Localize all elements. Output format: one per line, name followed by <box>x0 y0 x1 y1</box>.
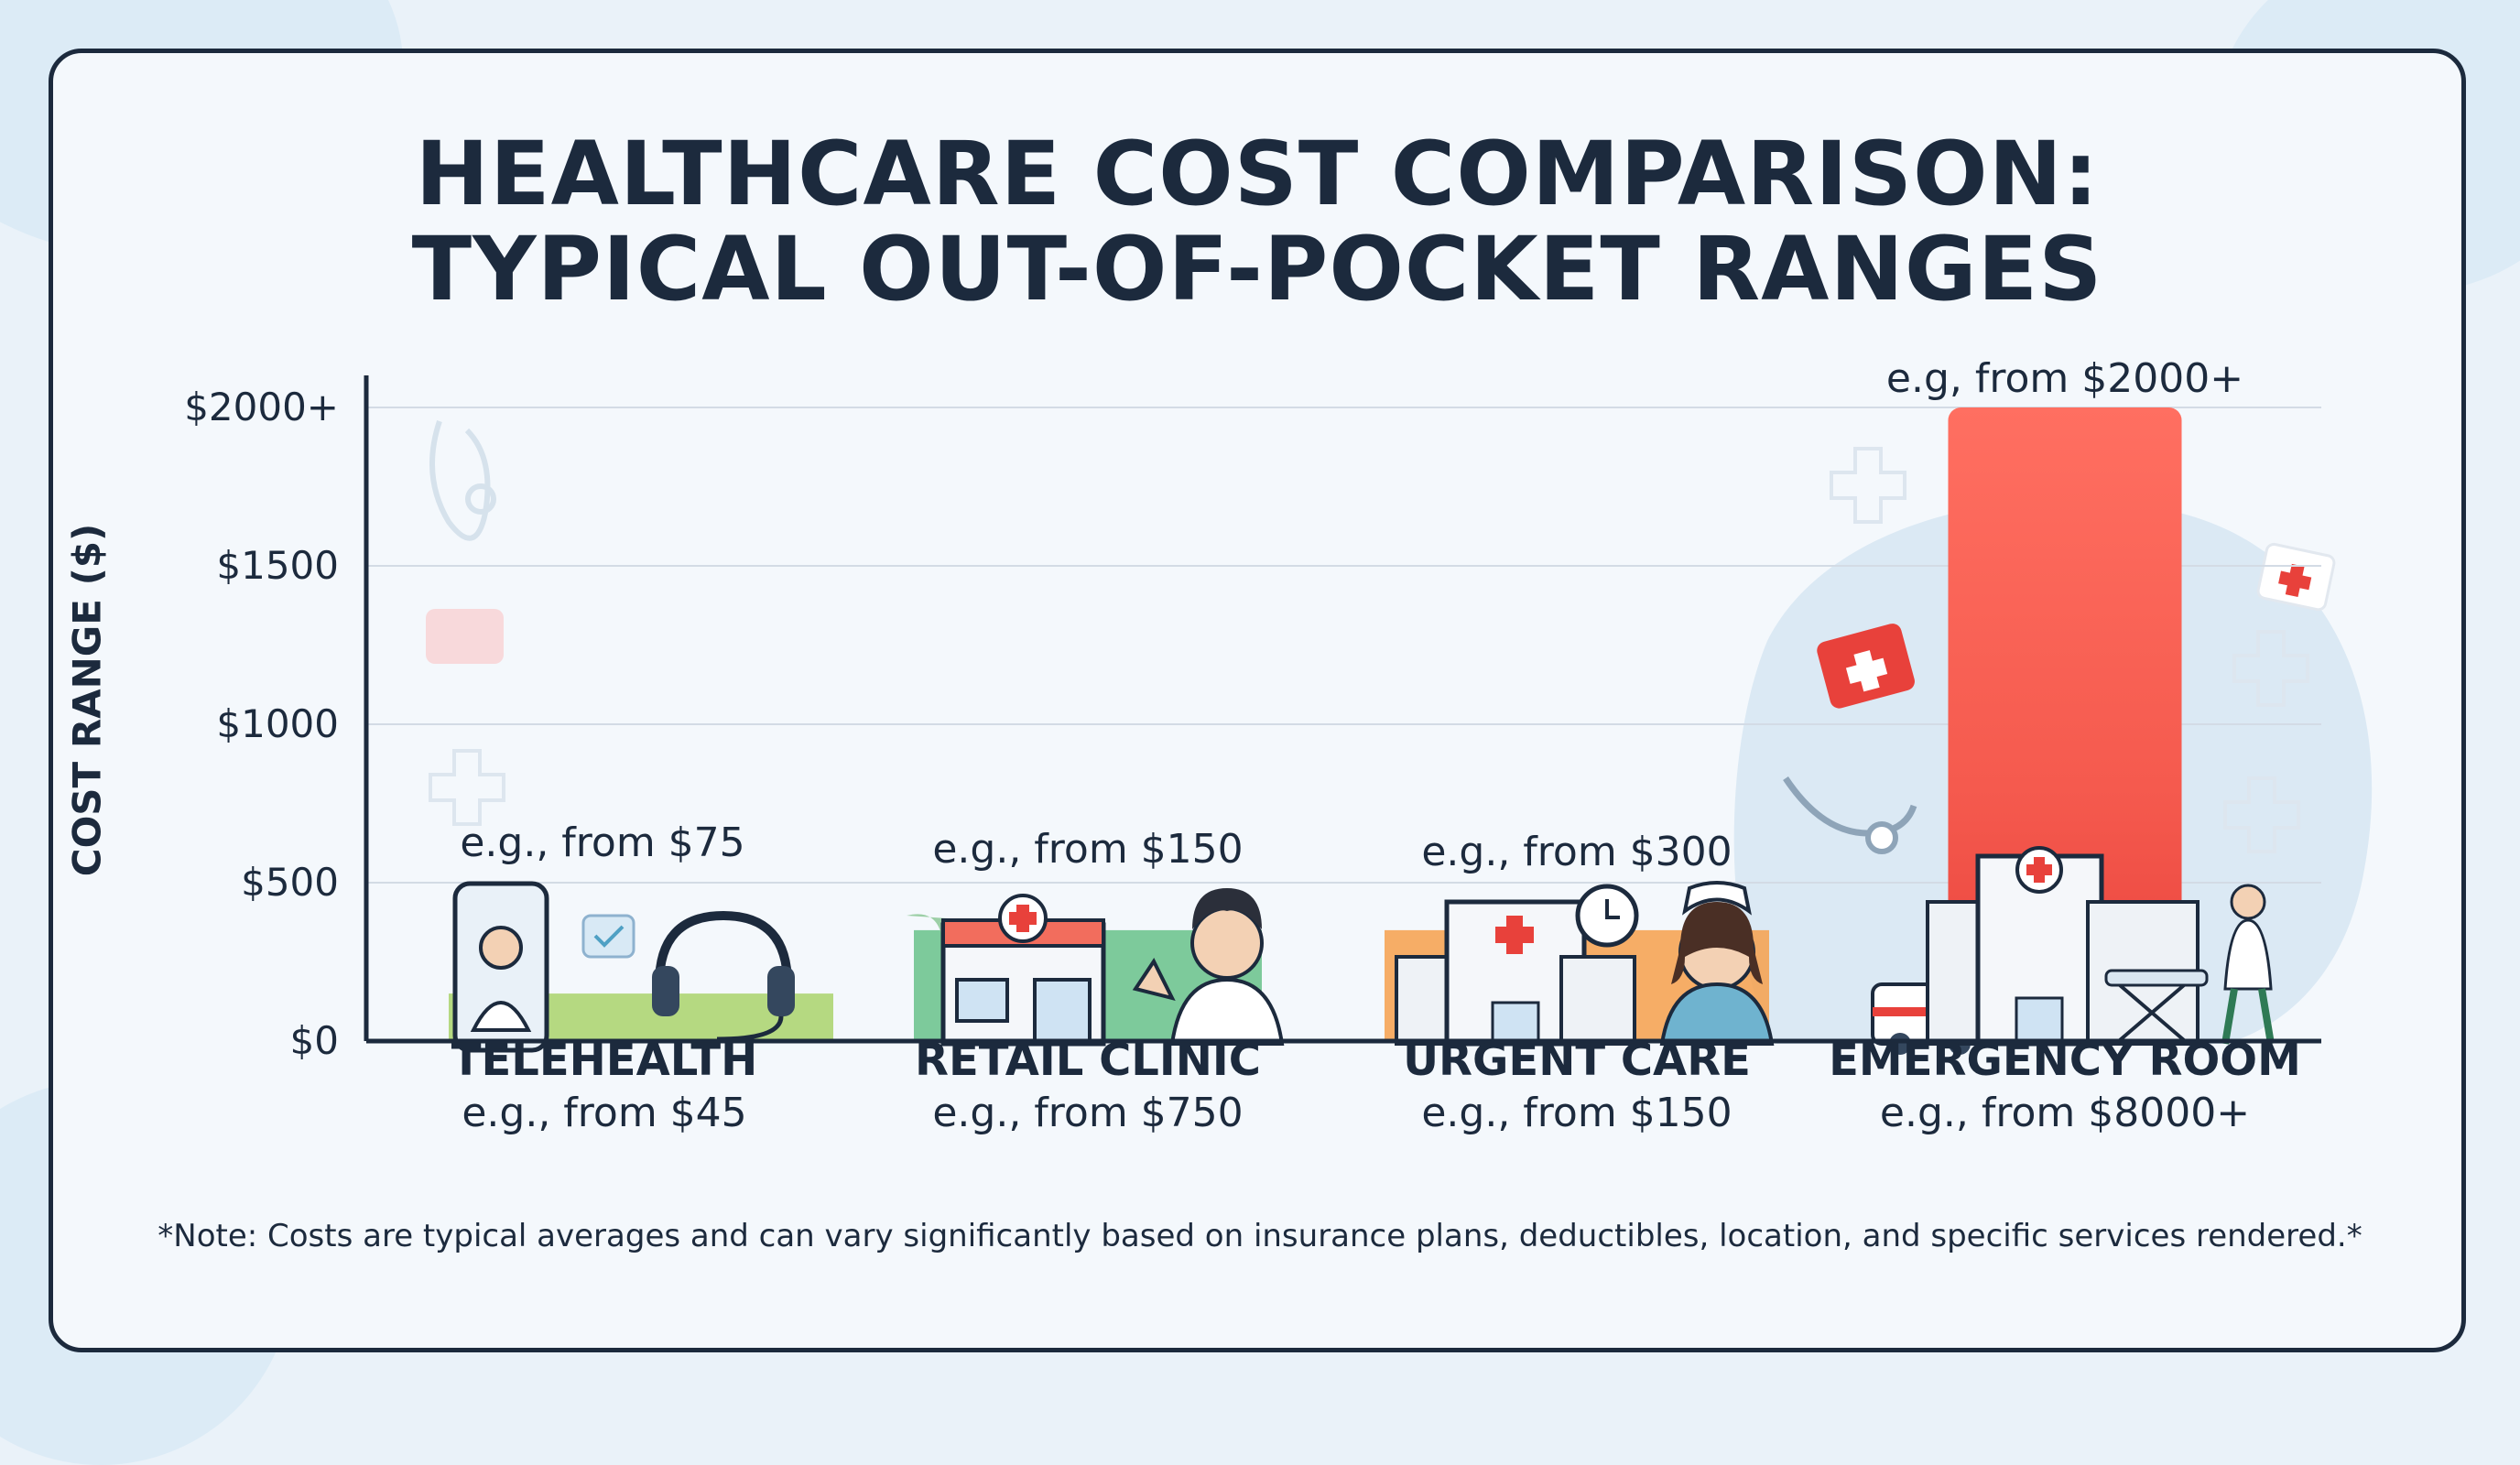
category-sublabel-emergency-room: e.g., from $8000+ <box>1879 1090 2251 1136</box>
building-icon <box>1559 955 1636 1046</box>
first-aid-kit-icon <box>426 609 504 664</box>
plus-icon <box>429 749 505 826</box>
y-tick-label: $0 <box>290 1018 339 1063</box>
bar-top-label: e.g, from $2000+ <box>1886 355 2243 402</box>
doctor-face-icon <box>1190 906 1264 980</box>
stethoscope-icon <box>429 420 491 541</box>
stretcher-icon <box>2104 969 2209 987</box>
chart-title-line-1: HEALTHCARE COST COMPARISON: <box>415 123 2100 225</box>
bar-top-labels: e.g., from $75 e.g., from $150 e.g., from … <box>460 355 2243 875</box>
plus-icon <box>2223 776 2300 853</box>
bar-top-label: e.g., from $300 <box>1421 829 1732 875</box>
check-icon <box>593 925 625 948</box>
door-icon <box>2015 996 2064 1046</box>
bar-chart: $0$500$1000$1500$2000+ e.g., from $75 e.g… <box>184 355 2373 1063</box>
plus-icon <box>1845 650 1888 692</box>
bar-top-label: e.g., from $150 <box>932 826 1243 873</box>
axes <box>364 375 2321 1044</box>
nurse-hair-icon <box>1671 902 1763 984</box>
y-tick-labels: $0 $500 $1000 $1500 $2000+ <box>184 385 339 1063</box>
y-tick-label: $1500 <box>216 543 339 588</box>
door-icon <box>1033 978 1092 1046</box>
category-label-retail-clinic: RETAIL CLINIC <box>915 1035 1261 1086</box>
headset-icon <box>652 966 679 1016</box>
category-sublabel-telehealth: e.g., from $45 <box>462 1090 747 1136</box>
y-tick-label: $500 <box>241 860 339 905</box>
plus-icon <box>2232 630 2309 707</box>
chart-title-line-2: TYPICAL OUT-OF-POCKET RANGES <box>411 218 2103 320</box>
y-tick-label: $1000 <box>216 701 339 746</box>
footnote: *Note: Costs are typical averages and ca… <box>158 1218 2362 1254</box>
plus-icon <box>1830 447 1906 524</box>
category-sublabel-urgent-care: e.g., from $150 <box>1421 1090 1732 1136</box>
category-label-urgent-care: URGENT CARE <box>1403 1035 1751 1086</box>
nurse-scrubs-icon <box>1659 982 1775 1046</box>
wheel-icon <box>1889 1033 1911 1055</box>
door-icon <box>1491 1001 1540 1046</box>
plus-icon <box>1009 905 1037 932</box>
plus-icon <box>1495 916 1534 954</box>
y-tick-label: $2000+ <box>184 385 339 429</box>
chat-bubble-icon <box>581 914 635 959</box>
waving-hand-icon <box>1132 958 1176 1001</box>
category-sublabel-retail-clinic: e.g., from $750 <box>932 1090 1244 1136</box>
category-label-telehealth: TELEHEALTH <box>451 1035 758 1086</box>
stethoscope-icon <box>1865 821 1898 854</box>
stethoscope-icon <box>465 483 496 515</box>
headset-icon <box>767 966 795 1016</box>
y-axis-label: COST RANGE ($) <box>64 523 110 877</box>
bar-top-label: e.g., from $75 <box>460 819 744 866</box>
clock-icon <box>1605 899 1620 919</box>
plus-icon <box>2026 857 2052 883</box>
paramedic-coat-icon <box>2223 918 2273 991</box>
chart-title: HEALTHCARE COST COMPARISON: TYPICAL OUT-… <box>53 126 2461 317</box>
window-icon <box>955 978 1009 1023</box>
paramedic-face-icon <box>2230 884 2266 920</box>
category-label-emergency-room: EMERGENCY ROOM <box>1829 1035 2301 1086</box>
plus-icon <box>2278 563 2312 597</box>
doctor-face-icon <box>479 926 523 970</box>
paramedic-legs-icon <box>2221 988 2275 1045</box>
doctor-hair-icon <box>1192 888 1262 929</box>
doctor-coat-icon <box>470 1001 532 1032</box>
illustrations <box>452 846 2275 1055</box>
nurse-cap-icon <box>1682 881 1752 916</box>
headset-icon <box>655 910 792 985</box>
doctor-coat-icon <box>1169 977 1285 1046</box>
stretcher-icon <box>2118 983 2186 1042</box>
